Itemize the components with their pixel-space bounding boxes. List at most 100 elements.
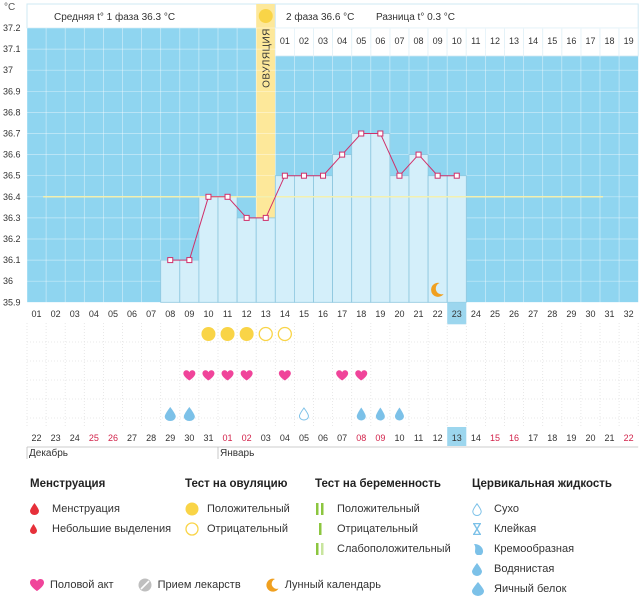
legend-item-ov-negative: Отрицательный	[185, 519, 290, 539]
cycle-day-label: 18	[356, 309, 366, 319]
temp-bar	[198, 196, 219, 303]
temp-bar	[446, 175, 467, 303]
moon-icon	[266, 578, 279, 592]
faint-line-icon	[315, 543, 337, 555]
cycle-day-label: 32	[624, 309, 634, 319]
temperature-point	[281, 172, 288, 179]
phase2-day-label: 06	[375, 36, 385, 46]
highlighted-day-cell	[447, 302, 467, 325]
y-tick-label: 36	[3, 276, 13, 286]
legend-item-moon: Лунный календарь	[265, 578, 381, 592]
phase2-day-label: 18	[605, 36, 615, 46]
cycle-day-label: 17	[337, 309, 347, 319]
calendar-date-label: 14	[471, 433, 481, 443]
temperature-line	[170, 133, 457, 261]
small-drop-icon	[30, 524, 52, 534]
phase2-day-label: 01	[280, 36, 290, 46]
calendar-date-label: 18	[547, 433, 557, 443]
phase2-day-label: 04	[337, 36, 347, 46]
calendar-date-label: 22	[624, 433, 634, 443]
temperature-point	[320, 172, 327, 179]
temperature-point	[224, 193, 231, 200]
legend-label: Кремообразная	[494, 543, 575, 555]
calendar-date-label: 22	[32, 433, 42, 443]
temp-bar	[293, 175, 314, 303]
pill-icon	[138, 578, 152, 592]
temp-bar	[389, 175, 410, 303]
cycle-day-label: 02	[51, 309, 61, 319]
calendar-date-label: 20	[585, 433, 595, 443]
cycle-day-label: 24	[471, 309, 481, 319]
y-tick-label: 37	[3, 65, 13, 75]
legend-label: Положительный	[337, 503, 420, 515]
cycle-day-label: 01	[32, 309, 42, 319]
unit-label: °C	[4, 2, 15, 13]
legend-item-menstruation: Менструация	[30, 499, 171, 519]
calendar-date-label: 19	[566, 433, 576, 443]
cycle-day-label: 09	[184, 309, 194, 319]
month-label: Январь	[220, 448, 254, 459]
y-tick-label: 36.3	[3, 213, 21, 223]
y-tick-label: 36.7	[3, 129, 21, 139]
temp-bar	[255, 217, 276, 303]
legend-label: Половой акт	[50, 579, 114, 591]
phase2-day-label: 17	[585, 36, 595, 46]
cycle-day-label: 25	[490, 309, 500, 319]
header-strip	[26, 3, 639, 29]
legend-item-preg-faint: Слабоположительный	[315, 539, 451, 559]
cycle-day-label: 15	[299, 309, 309, 319]
legend-label: Положительный	[207, 503, 290, 515]
calendar-date-label: 06	[318, 433, 328, 443]
legend-item-creamy: Кремообразная	[472, 539, 612, 559]
cream-icon	[472, 543, 494, 555]
temp-bar	[179, 259, 200, 303]
ovulation-test-positive	[201, 327, 216, 341]
cycle-day-label: 06	[127, 309, 137, 319]
calendar-date-label: 23	[51, 433, 61, 443]
legend-item-medication: Прием лекарств	[138, 578, 241, 592]
phase2-day-label: 11	[471, 36, 480, 46]
watery-drop	[394, 407, 404, 421]
calendar-date-label: 13	[452, 433, 462, 443]
moon-icon	[431, 282, 444, 297]
legend-label: Яичный белок	[494, 583, 567, 595]
ovulation-label: ОВУЛЯЦИЯ	[261, 28, 272, 88]
calendar-date-label: 15	[490, 433, 500, 443]
calendar-date-label: 05	[299, 433, 309, 443]
temp-bar	[160, 259, 181, 303]
phase2-day-label: 14	[528, 36, 538, 46]
phase2-day-label: 07	[394, 36, 404, 46]
intercourse-heart	[278, 370, 291, 381]
legend-bottom-row: Половой акт Прием лекарств Лунный календ…	[30, 578, 405, 592]
cycle-day-label: 12	[242, 309, 252, 319]
egg-white-drop	[183, 407, 195, 421]
legend-cervical-fluid-title: Цервикальная жидкость	[472, 478, 612, 490]
phase2-summary: 2 фаза 36.6 °C	[286, 11, 354, 23]
calendar-date-label: 11	[414, 433, 423, 443]
y-tick-label: 36.8	[3, 107, 21, 117]
phase2-day-label: 10	[452, 36, 462, 46]
calendar-date-label: 04	[280, 433, 290, 443]
cycle-day-label: 13	[261, 309, 271, 319]
temp-bar	[332, 154, 353, 303]
intercourse-heart	[355, 370, 368, 381]
calendar-date-label: 17	[528, 433, 538, 443]
calendar-date-label: 10	[394, 433, 404, 443]
cycle-day-label: 11	[223, 309, 232, 319]
cycle-day-label: 20	[394, 309, 404, 319]
legend-cervical-fluid: Цервикальная жидкость Сухо Клейкая Кремо…	[472, 478, 612, 599]
cycle-day-label: 03	[70, 309, 80, 319]
legend-label: Клейкая	[494, 523, 537, 535]
calendar-date-label: 26	[108, 433, 118, 443]
ovulation-sun-icon	[258, 9, 273, 23]
y-tick-label: 37.2	[3, 23, 21, 33]
ovulation-test-negative	[258, 326, 273, 342]
empty-circle-icon	[185, 522, 207, 536]
watery-drop-icon	[472, 562, 494, 576]
calendar-date-label: 28	[146, 433, 156, 443]
cycle-day-label: 10	[203, 309, 213, 319]
calendar-date-label: 01	[223, 433, 233, 443]
calendar-date-label: 29	[165, 433, 175, 443]
double-line-icon	[315, 503, 337, 515]
calendar-date-label: 07	[337, 433, 347, 443]
